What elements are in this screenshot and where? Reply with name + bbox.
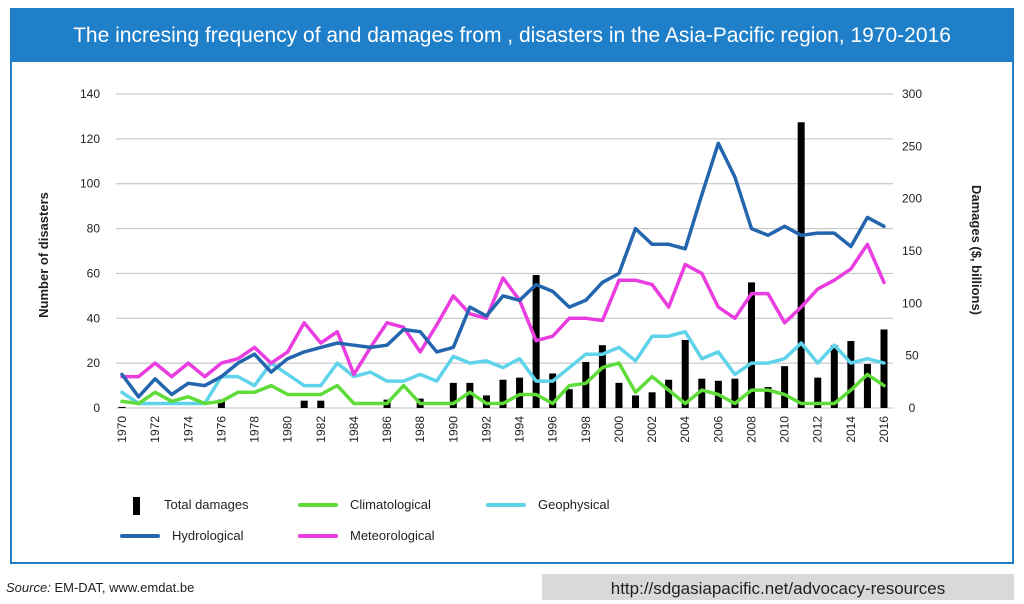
x-axis-ticks: 1970 1972 1974 1976 1978 1980 1982 1984 1986 1988… <box>115 416 891 443</box>
chart-frame: The incresing frequency of and damages f… <box>10 8 1014 564</box>
x-tick-label: 1970 <box>115 416 129 443</box>
damage-bar <box>830 345 838 408</box>
series-line-meteorological <box>120 242 886 379</box>
y2-tick-label: 100 <box>902 296 922 310</box>
y-tick-label: 140 <box>80 87 100 101</box>
right-axis-ticks: 0 50 100 150 200 250 300 <box>902 87 922 415</box>
damage-bar <box>863 364 871 408</box>
x-tick-label: 1976 <box>214 416 228 443</box>
damage-bar <box>217 399 225 408</box>
y2-tick-label: 0 <box>909 401 916 415</box>
x-tick-label: 1984 <box>347 416 361 443</box>
damage-bar <box>847 341 855 408</box>
left-axis-ticks: 0 20 40 60 80 100 120 140 <box>80 87 100 415</box>
legend-swatch-damages <box>133 497 140 515</box>
x-tick-label: 2016 <box>877 416 891 443</box>
x-tick-label: 1994 <box>513 416 527 443</box>
chart-title: The incresing frequency of and damages f… <box>12 10 1012 62</box>
y2-tick-label: 200 <box>902 192 922 206</box>
x-tick-label: 1978 <box>248 416 262 443</box>
x-tick-label: 1988 <box>413 416 427 443</box>
y2-tick-label: 150 <box>902 244 922 258</box>
source-text: EM-DAT, www.emdat.be <box>54 580 195 595</box>
x-tick-label: 1980 <box>281 416 295 443</box>
y-tick-label: 120 <box>80 132 100 146</box>
x-tick-label: 2000 <box>612 416 626 443</box>
damage-bar <box>747 282 755 408</box>
damage-bar <box>118 406 126 408</box>
legend-label: Hydrological <box>172 528 244 543</box>
x-tick-label: 1972 <box>148 416 162 443</box>
source-label: Source: <box>6 580 51 595</box>
y2-tick-label: 50 <box>905 349 919 363</box>
x-tick-label: 2010 <box>778 416 792 443</box>
y2-tick-label: 300 <box>902 87 922 101</box>
source-note: Source: EM-DAT, www.emdat.be <box>6 580 194 595</box>
series-line-climatological <box>120 361 886 406</box>
x-tick-label: 2008 <box>744 416 758 443</box>
series-line-hydrological <box>120 141 886 399</box>
x-tick-label: 2014 <box>844 416 858 443</box>
y-axis-title: Number of disasters <box>36 192 51 318</box>
x-tick-label: 1990 <box>446 416 460 443</box>
damage-bar <box>300 400 308 408</box>
damage-bar <box>598 345 606 408</box>
y2-axis-title: Damages ($, billions) <box>969 185 984 315</box>
legend-label: Geophysical <box>538 497 610 512</box>
x-tick-label: 2012 <box>811 416 825 443</box>
legend-label: Meteorological <box>350 528 435 543</box>
y-tick-label: 80 <box>87 222 101 236</box>
x-tick-label: 1998 <box>579 416 593 443</box>
grid-lines <box>116 93 893 409</box>
x-tick-label: 2006 <box>711 416 725 443</box>
y-tick-label: 100 <box>80 177 100 191</box>
x-tick-label: 1996 <box>546 416 560 443</box>
damage-bar <box>781 366 789 408</box>
damage-bar <box>731 378 739 408</box>
legend: Total damages Climatological Geophysical Hy… <box>120 497 610 543</box>
legend-label: Total damages <box>164 497 249 512</box>
x-tick-label: 1974 <box>181 416 195 443</box>
legend-label: Climatological <box>350 497 431 512</box>
x-tick-label: 1986 <box>380 416 394 443</box>
damage-bar <box>797 122 805 408</box>
series-line-geophysical <box>120 329 886 406</box>
x-tick-label: 1982 <box>314 416 328 443</box>
damage-bar <box>648 392 656 408</box>
damage-bar <box>549 373 557 408</box>
damage-bar <box>565 389 573 408</box>
damage-bar <box>681 339 689 408</box>
x-tick-label: 1992 <box>479 416 493 443</box>
y-tick-label: 0 <box>93 401 100 415</box>
resource-url[interactable]: http://sdgasiapacific.net/advocacy-resou… <box>542 574 1014 600</box>
damage-bar <box>499 379 507 408</box>
y-tick-label: 40 <box>87 311 101 325</box>
series-lines <box>120 141 886 406</box>
x-tick-label: 2002 <box>645 416 659 443</box>
y-tick-label: 20 <box>87 356 101 370</box>
y-tick-label: 60 <box>87 266 101 280</box>
damage-bar <box>632 395 640 408</box>
damage-bar <box>665 379 673 408</box>
x-tick-label: 2004 <box>678 416 692 443</box>
y2-tick-label: 250 <box>902 139 922 153</box>
damage-bar <box>764 387 772 408</box>
damage-bar <box>449 382 457 408</box>
damage-bar <box>466 382 474 408</box>
damage-bar <box>615 382 623 408</box>
damage-bar <box>317 400 325 408</box>
damage-bar <box>880 329 888 408</box>
damage-bar <box>698 378 706 408</box>
damage-bar <box>814 377 822 408</box>
